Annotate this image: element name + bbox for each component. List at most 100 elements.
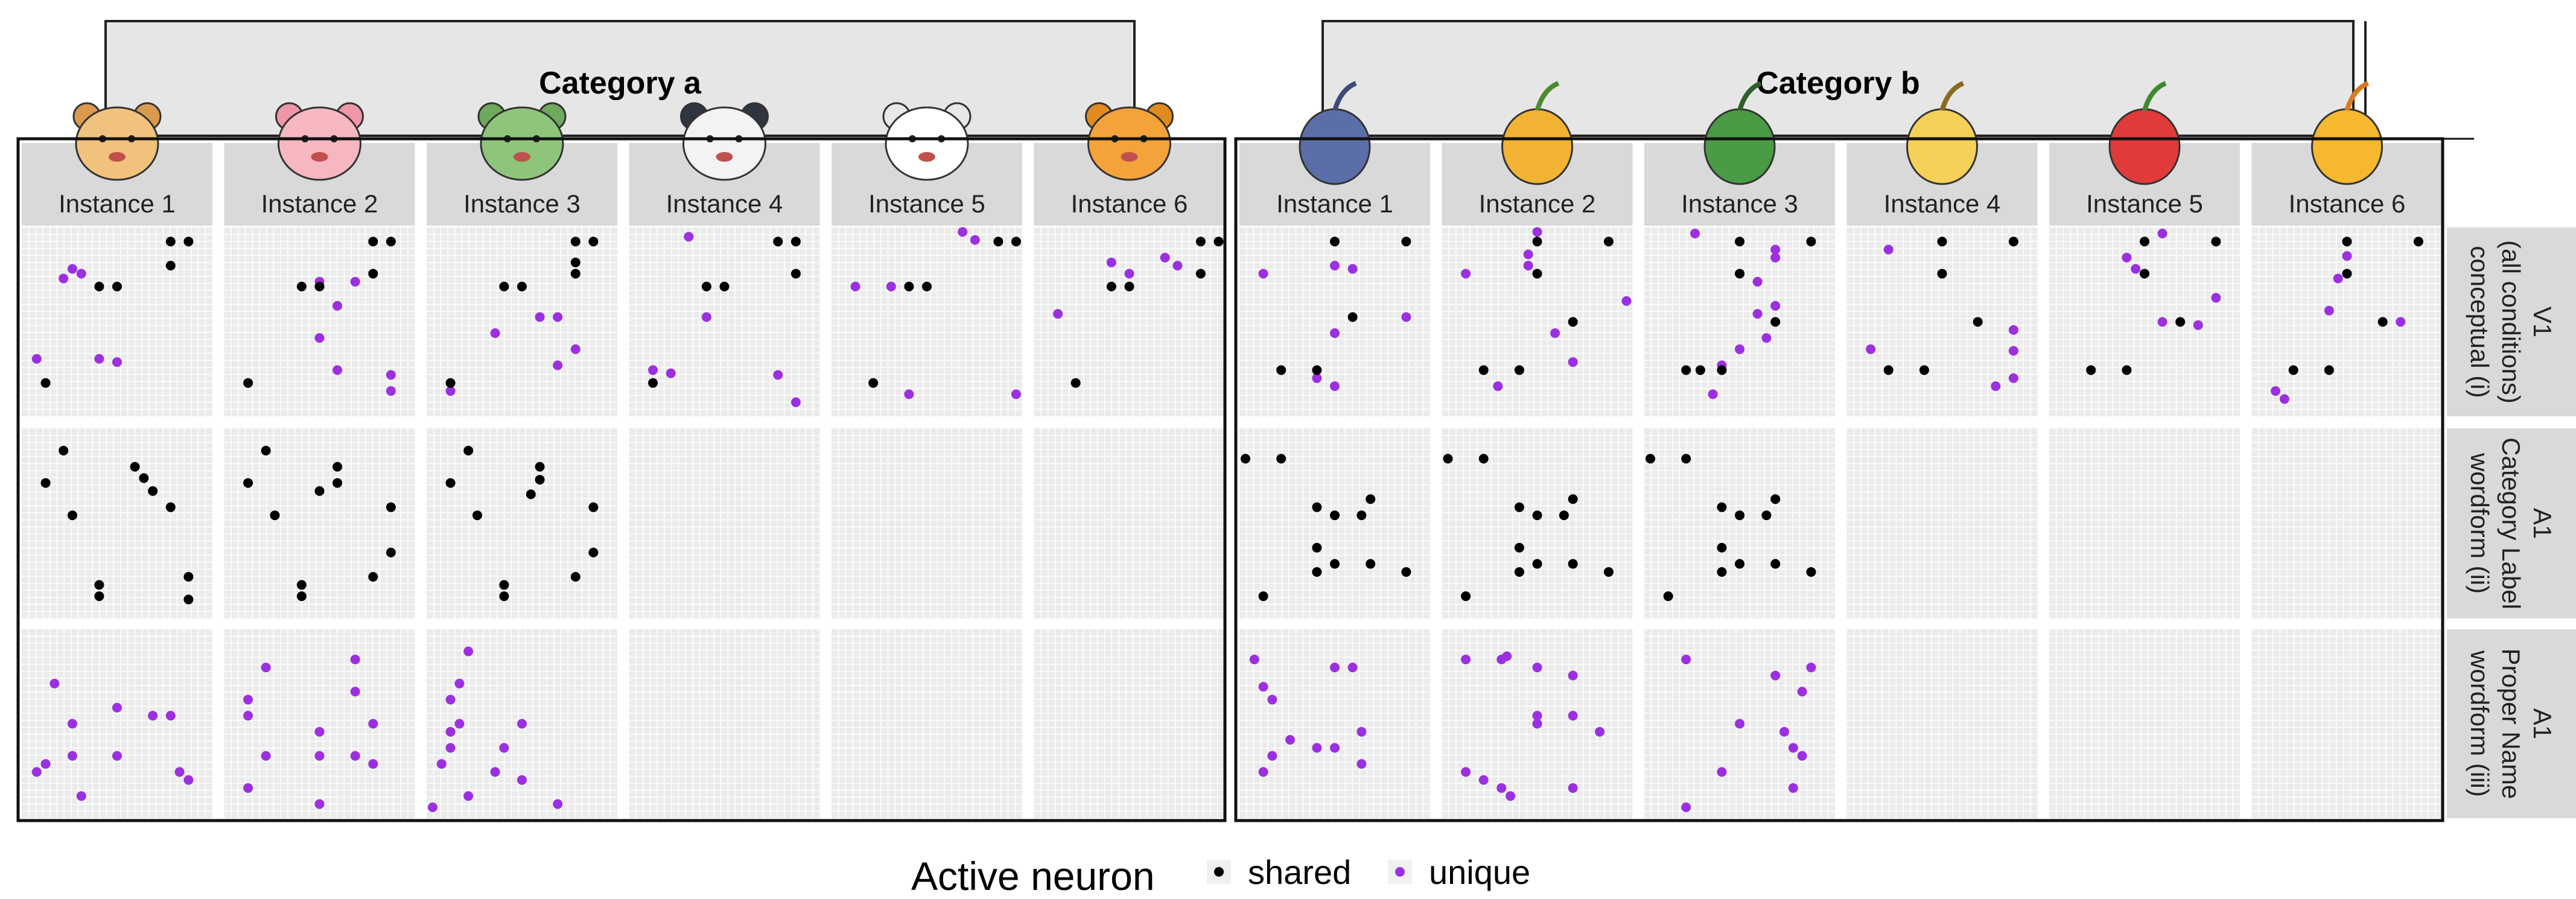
panel-grid xyxy=(427,227,617,416)
unique-point xyxy=(1124,268,1134,279)
shared-point xyxy=(1124,281,1134,291)
unique-point xyxy=(1330,743,1340,753)
shared-point xyxy=(1478,454,1489,464)
unique-point xyxy=(1621,296,1632,306)
panel-bg xyxy=(2251,428,2443,618)
shared-point xyxy=(386,502,396,512)
shared-point xyxy=(1717,502,1727,512)
shared-point xyxy=(296,281,307,291)
unique-point xyxy=(490,767,500,777)
unique-point xyxy=(314,726,325,737)
panel-bg xyxy=(22,227,212,416)
face xyxy=(885,106,969,181)
row-strip-line: wordform (ii) xyxy=(2466,453,2494,594)
shared-point xyxy=(570,572,580,582)
unique-point xyxy=(445,694,456,705)
shared-point xyxy=(1559,510,1569,521)
shared-point xyxy=(1258,591,1268,602)
shared-point xyxy=(1568,559,1578,569)
panel-grid xyxy=(1644,629,1835,818)
shared-point xyxy=(1646,454,1655,464)
unique-point xyxy=(1496,783,1507,793)
panel-bg xyxy=(1644,428,1835,618)
shared-point xyxy=(1195,237,1206,247)
shared-point xyxy=(2086,365,2096,375)
unique-point xyxy=(350,687,360,697)
shared-point xyxy=(570,257,580,267)
shared-point xyxy=(1241,454,1250,464)
body xyxy=(1501,108,1573,185)
row-strip-line: wordform (iii) xyxy=(2466,650,2494,797)
mouth xyxy=(514,152,530,162)
unique-point xyxy=(517,775,527,785)
mouth xyxy=(311,152,328,162)
unique-point xyxy=(2271,386,2281,396)
shared-point xyxy=(112,281,122,291)
panel-grid xyxy=(1846,227,2038,416)
shared-point xyxy=(68,510,77,521)
panel-grid xyxy=(2049,428,2240,618)
unique-point xyxy=(1991,381,2001,392)
row-strip xyxy=(2447,428,2576,618)
panel-bg xyxy=(1034,227,1225,416)
unique-point xyxy=(1690,229,1700,238)
unique-point xyxy=(59,273,69,284)
unique-point xyxy=(1053,309,1063,319)
unique-point xyxy=(112,702,122,713)
instance-label: Instance 6 xyxy=(1071,189,1188,218)
shared-point xyxy=(40,478,51,488)
unique-point xyxy=(1312,743,1322,753)
unique-point xyxy=(243,711,253,721)
unique-point xyxy=(445,386,456,396)
shared-point xyxy=(648,378,658,388)
pig-face-icon xyxy=(275,102,364,181)
shared-point xyxy=(1514,365,1524,375)
panel-grid xyxy=(832,428,1022,618)
unique-point xyxy=(2396,317,2406,327)
shared-point xyxy=(1735,237,1744,247)
unique-point xyxy=(386,370,396,380)
shared-point xyxy=(588,502,599,512)
shared-point xyxy=(1195,268,1206,279)
shared-point xyxy=(1770,317,1781,327)
shared-point xyxy=(1312,365,1322,375)
shared-point xyxy=(993,237,1003,247)
instance-label: Instance 4 xyxy=(1884,189,2001,218)
unique-point xyxy=(1011,389,1021,399)
shared-point xyxy=(1011,237,1021,247)
unique-point xyxy=(463,646,474,656)
unique-point xyxy=(1770,244,1781,255)
shared-point xyxy=(445,378,456,388)
shared-point xyxy=(1532,510,1542,521)
shared-point xyxy=(368,572,378,582)
shared-point xyxy=(183,572,194,582)
mouth xyxy=(1121,152,1138,162)
shared-point xyxy=(1603,567,1614,577)
stem xyxy=(2344,81,2370,112)
shared-point xyxy=(445,478,456,488)
unique-point xyxy=(1356,726,1367,737)
shared-point xyxy=(368,237,378,247)
shared-point xyxy=(1770,494,1781,504)
unique-point xyxy=(1258,268,1268,279)
panel-grid xyxy=(22,629,212,818)
instance-label: Instance 5 xyxy=(868,189,985,218)
panel-grid xyxy=(1442,227,1633,416)
shared-point xyxy=(790,268,801,279)
mouth xyxy=(109,152,126,162)
unique-point xyxy=(350,751,360,761)
unique-point xyxy=(666,368,676,378)
shared-point xyxy=(2413,237,2423,247)
shared-point xyxy=(1312,502,1322,512)
unique-point xyxy=(1356,759,1367,769)
unique-point xyxy=(1493,381,1503,392)
unique-point xyxy=(1595,726,1605,737)
shared-point xyxy=(1213,237,1224,247)
shared-point xyxy=(1330,510,1340,521)
unique-point xyxy=(1532,227,1542,237)
mouth xyxy=(918,152,935,162)
unique-point xyxy=(1532,711,1542,721)
shared-point xyxy=(1070,378,1081,388)
shared-point xyxy=(499,591,509,602)
